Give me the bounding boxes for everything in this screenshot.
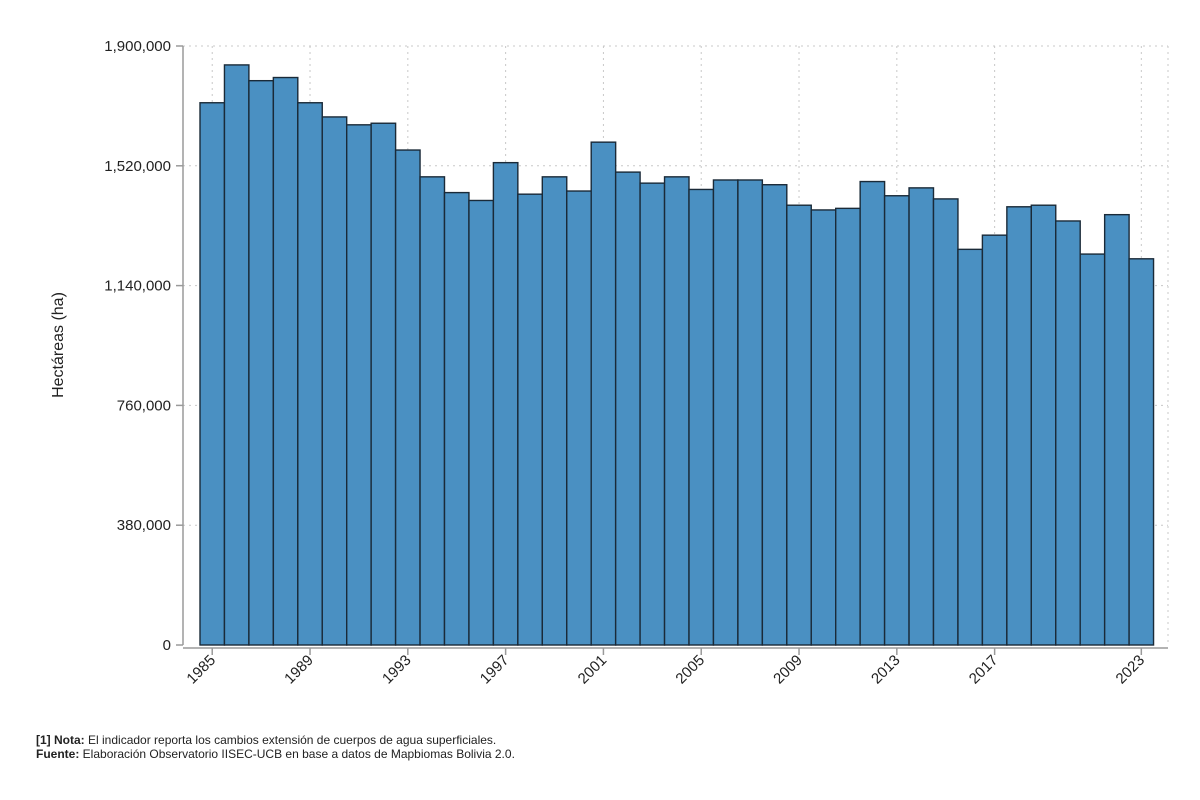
x-tick-label-2013: 2013 xyxy=(868,652,904,688)
source-line: Fuente: Elaboración Observatorio IISEC-U… xyxy=(36,747,515,761)
x-tick-label-1989: 1989 xyxy=(281,652,317,688)
footnote: [1] Nota: El indicador reporta los cambi… xyxy=(36,733,515,761)
bar-2012 xyxy=(859,180,886,646)
bar-1997 xyxy=(492,161,519,646)
y-tick-label-5: 1,900,000 xyxy=(104,38,171,55)
bar-1992 xyxy=(370,122,397,646)
y-tick-label-1: 380,000 xyxy=(117,517,171,534)
bar-2003 xyxy=(639,182,666,646)
bar-2001 xyxy=(590,141,617,646)
source-text: Elaboración Observatorio IISEC-UCB en ba… xyxy=(79,747,515,761)
x-tick-label-2017: 2017 xyxy=(966,652,1002,688)
note-label: [1] Nota: xyxy=(36,733,85,747)
bar-2020 xyxy=(1055,220,1081,646)
y-tick-label-3: 1,140,000 xyxy=(104,278,171,295)
bar-2011 xyxy=(835,207,861,646)
bar-1987 xyxy=(248,79,275,646)
bar-2010 xyxy=(810,209,837,646)
bar-1990 xyxy=(321,116,348,646)
note-line: [1] Nota: El indicador reporta los cambi… xyxy=(36,733,515,747)
bars xyxy=(199,64,1155,646)
bar-1988 xyxy=(272,76,299,646)
x-tick-label-2023: 2023 xyxy=(1113,652,1149,688)
bar-2008 xyxy=(761,184,788,646)
x-tick-label-2009: 2009 xyxy=(770,652,806,688)
bar-2005 xyxy=(688,188,715,646)
bar-2019 xyxy=(1030,204,1057,646)
bar-2006 xyxy=(712,179,739,646)
bar-2023 xyxy=(1128,258,1155,646)
bar-2004 xyxy=(663,176,690,646)
bar-1996 xyxy=(468,199,495,646)
bar-1985 xyxy=(199,102,226,646)
bar-2002 xyxy=(614,171,641,646)
y-tick-label-0: 0 xyxy=(163,637,171,654)
bar-1998 xyxy=(517,193,543,646)
bar-1993 xyxy=(394,149,421,646)
bar-1991 xyxy=(346,124,372,646)
bar-2014 xyxy=(908,187,935,646)
bar-1994 xyxy=(419,176,446,646)
bar-2018 xyxy=(1006,206,1032,646)
bar-2016 xyxy=(957,248,984,646)
bar-2000 xyxy=(566,190,592,646)
x-tick-label-1985: 1985 xyxy=(183,652,219,688)
source-label: Fuente: xyxy=(36,747,80,761)
bar-2021 xyxy=(1079,253,1106,646)
y-axis-label: Hectáreas (ha) xyxy=(50,292,67,398)
bar-1995 xyxy=(443,191,470,646)
x-tick-label-1993: 1993 xyxy=(379,652,415,688)
bar-2022 xyxy=(1103,213,1130,646)
bar-2015 xyxy=(932,198,959,646)
bar-1986 xyxy=(223,64,250,646)
bar-2007 xyxy=(737,179,764,646)
x-axis: 1985 1989 1993 1997 2001 2005 2009 2013 2017 2023 xyxy=(183,647,1168,688)
x-tick-label-2001: 2001 xyxy=(575,652,611,688)
y-tick-label-2: 760,000 xyxy=(117,397,171,414)
note-text: El indicador reporta los cambios extensi… xyxy=(84,733,497,747)
bar-2017 xyxy=(981,234,1008,646)
bar-2009 xyxy=(786,204,812,646)
y-axis: 0 380,000 760,000 1,140,000 1,520,000 1,900,0… xyxy=(104,38,184,654)
y-tick-label-4: 1,520,000 xyxy=(104,158,171,175)
bar-2013 xyxy=(883,195,910,646)
bar-1989 xyxy=(297,102,323,646)
x-tick-label-2005: 2005 xyxy=(672,652,708,688)
bar-chart: 0 380,000 760,000 1,140,000 1,520,000 1,900,0… xyxy=(50,38,1169,688)
bar-1999 xyxy=(541,176,568,646)
x-tick-label-1997: 1997 xyxy=(477,652,513,688)
